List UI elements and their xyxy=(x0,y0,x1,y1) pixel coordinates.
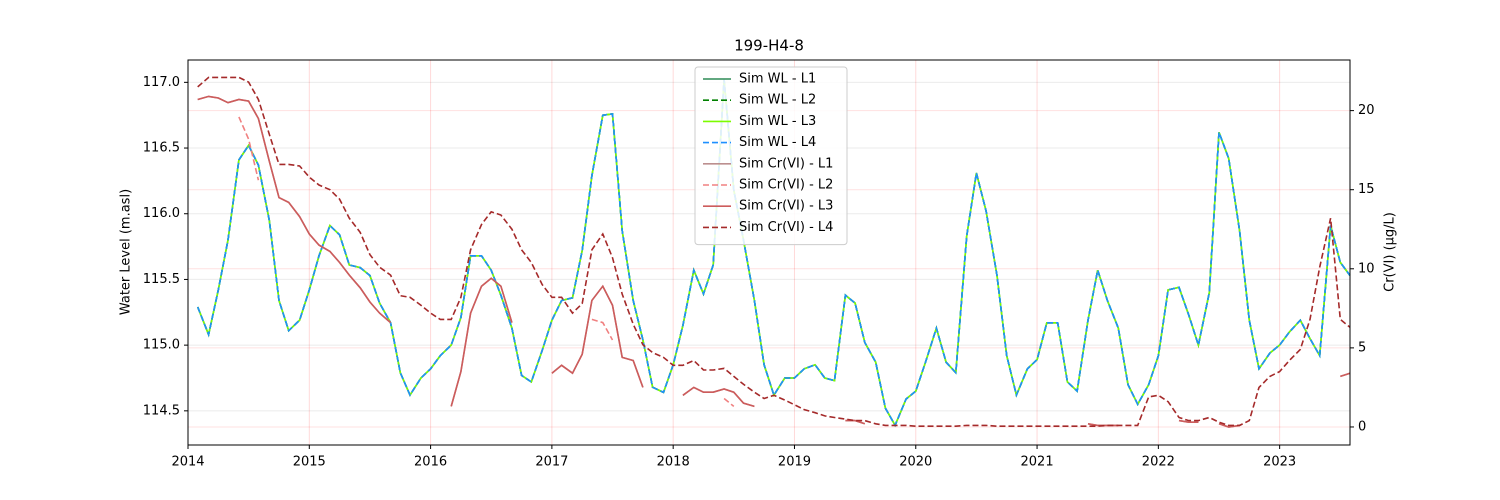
legend: Sim WL - L1 Sim WL - L2 Sim WL - L3 Sim WL … xyxy=(694,66,848,246)
x-tick-label: 2015 xyxy=(293,455,326,470)
legend-label: Sim Cr(VI) - L1 xyxy=(739,156,833,171)
x-tick-label: 2022 xyxy=(1142,455,1175,470)
y2-axis-label: Cr(VI) (µg/L) xyxy=(1383,212,1398,292)
legend-label: Sim Cr(VI) - L2 xyxy=(739,178,833,193)
legend-label: Sim WL - L4 xyxy=(739,135,816,150)
x-tick-label: 2021 xyxy=(1021,455,1054,470)
y2-tick-label: 0 xyxy=(1358,419,1366,434)
y-tick-label: 115.5 xyxy=(143,272,180,287)
x-tick-label: 2016 xyxy=(414,455,447,470)
y-tick-label: 116.5 xyxy=(143,141,180,156)
legend-label: Sim WL - L2 xyxy=(739,93,816,108)
legend-label: Sim Cr(VI) - L4 xyxy=(739,220,833,235)
plot-area xyxy=(196,76,1351,428)
series-line xyxy=(238,116,735,408)
x-tick-label: 2014 xyxy=(171,455,204,470)
y-tick-label: 116.0 xyxy=(143,206,180,221)
x-tick-label: 2017 xyxy=(535,455,568,470)
x-tick-label: 2018 xyxy=(657,455,690,470)
axes: 2014 2015 2016 2017 2018 2019 2020 2021 2022 2023… xyxy=(143,75,1375,470)
chart-title: 199-H4-8 xyxy=(734,37,804,55)
legend-label: Sim Cr(VI) - L3 xyxy=(739,199,833,214)
y-axis-label: Water Level (m.asl) xyxy=(119,189,134,315)
series-line xyxy=(197,76,1351,427)
series-line xyxy=(196,79,1351,428)
legend-label: Sim WL - L1 xyxy=(739,72,816,87)
y2-tick-label: 10 xyxy=(1358,261,1375,276)
legend-label: Sim WL - L3 xyxy=(739,114,816,129)
y2-tick-label: 5 xyxy=(1358,340,1366,355)
legend-box xyxy=(694,66,848,246)
x-tick-label: 2023 xyxy=(1263,455,1296,470)
x-tick-label: 2020 xyxy=(899,455,932,470)
y-tick-label: 115.0 xyxy=(143,338,180,353)
y-tick-label: 114.5 xyxy=(143,403,180,418)
y-tick-label: 117.0 xyxy=(143,75,180,90)
y2-tick-label: 15 xyxy=(1358,182,1375,197)
axes-frame xyxy=(187,59,1351,446)
x-tick-label: 2019 xyxy=(778,455,811,470)
y2-tick-label: 20 xyxy=(1358,103,1375,118)
